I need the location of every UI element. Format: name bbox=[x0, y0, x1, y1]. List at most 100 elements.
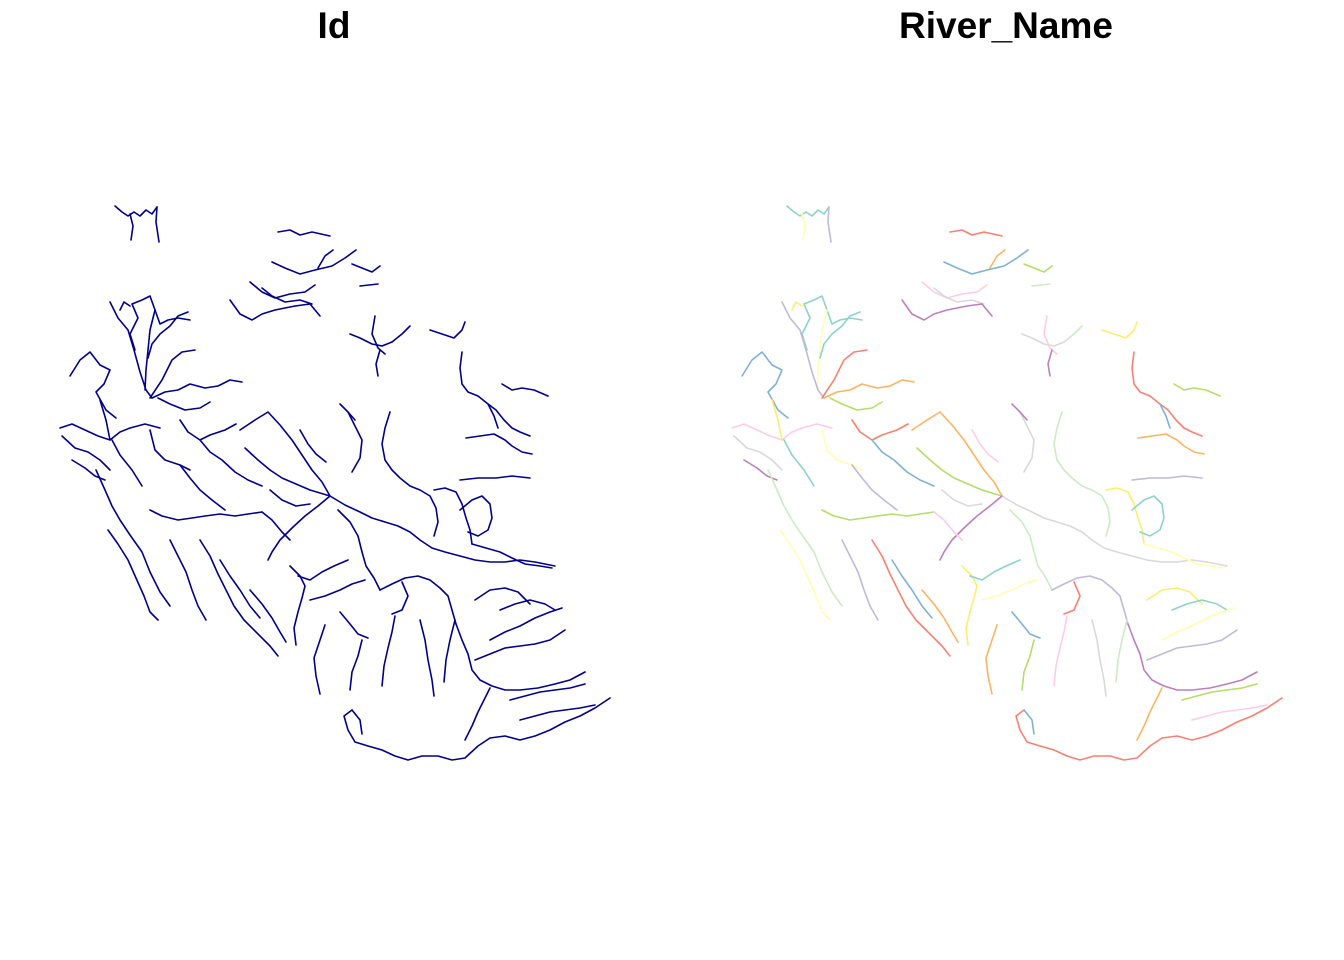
id-river-line bbox=[380, 576, 456, 624]
river-name-river-line bbox=[944, 250, 1028, 274]
id-river-line bbox=[70, 352, 116, 418]
map-panel-river-name: River_Name bbox=[672, 0, 1344, 960]
river-name-river-line bbox=[1032, 284, 1050, 286]
id-river-line bbox=[112, 440, 142, 486]
river-name-river-line bbox=[934, 512, 962, 540]
id-river-line bbox=[262, 512, 290, 540]
id-river-line bbox=[348, 412, 362, 472]
river-name-river-line bbox=[1174, 384, 1220, 396]
id-river-line bbox=[392, 582, 408, 614]
river-name-river-line bbox=[1010, 510, 1052, 590]
river-network-map-id bbox=[0, 0, 672, 960]
river-name-river-line bbox=[982, 580, 1037, 600]
id-river-line bbox=[382, 616, 395, 686]
river-name-river-line bbox=[742, 352, 788, 418]
river-name-river-line bbox=[1144, 544, 1224, 568]
river-name-river-line bbox=[1106, 488, 1144, 544]
river-name-river-line bbox=[802, 214, 805, 240]
id-river-line bbox=[156, 207, 159, 242]
river-name-river-line bbox=[1147, 630, 1237, 660]
id-river-line bbox=[62, 436, 110, 470]
id-river-line bbox=[434, 488, 472, 544]
id-river-line bbox=[472, 544, 552, 568]
river-name-river-line bbox=[1016, 698, 1282, 760]
id-river-line bbox=[314, 625, 325, 694]
river-name-river-line bbox=[734, 436, 782, 470]
river-name-river-line bbox=[828, 207, 831, 242]
id-river-line bbox=[460, 352, 530, 436]
river-name-river-line bbox=[1162, 608, 1234, 640]
id-river-line bbox=[272, 250, 356, 274]
id-river-line bbox=[180, 420, 236, 440]
id-river-line bbox=[344, 698, 610, 760]
river-name-river-line bbox=[1116, 620, 1127, 682]
river-name-river-line bbox=[1024, 264, 1052, 272]
id-river-line bbox=[340, 612, 368, 638]
river-name-river-line bbox=[1054, 616, 1067, 686]
id-river-line bbox=[376, 350, 380, 376]
id-river-line bbox=[100, 400, 110, 440]
id-river-line bbox=[130, 214, 133, 240]
river-name-river-line bbox=[872, 540, 950, 656]
id-river-line bbox=[338, 510, 380, 590]
id-river-line bbox=[158, 398, 210, 410]
river-name-river-line bbox=[768, 470, 842, 606]
river-name-river-line bbox=[922, 282, 987, 298]
id-river-line bbox=[420, 620, 434, 696]
id-river-line bbox=[392, 326, 410, 342]
river-name-river-line bbox=[986, 625, 997, 694]
id-river-line bbox=[444, 620, 455, 682]
river-name-river-line bbox=[1020, 412, 1034, 472]
river-name-river-line bbox=[1054, 412, 1110, 536]
id-river-line bbox=[310, 580, 365, 600]
river-name-river-line bbox=[822, 430, 862, 470]
river-name-river-line bbox=[1132, 476, 1202, 480]
river-name-river-line bbox=[842, 540, 878, 620]
river-name-river-line bbox=[824, 380, 914, 398]
id-river-line bbox=[350, 640, 362, 690]
id-river-line bbox=[250, 590, 286, 642]
river-name-river-line bbox=[830, 398, 882, 410]
id-river-line bbox=[352, 264, 380, 272]
river-name-river-line bbox=[942, 490, 982, 506]
id-river-line bbox=[520, 705, 595, 720]
river-name-river-line bbox=[780, 530, 830, 620]
id-river-line bbox=[502, 384, 548, 396]
id-river-line bbox=[318, 250, 333, 268]
river-name-river-line bbox=[1137, 688, 1162, 740]
id-river-line bbox=[382, 412, 438, 536]
id-river-line bbox=[200, 540, 278, 656]
river-name-river-line bbox=[872, 440, 934, 486]
id-river-line bbox=[120, 302, 130, 310]
id-river-line bbox=[372, 316, 385, 354]
id-river-line bbox=[490, 608, 562, 640]
river-name-river-line bbox=[1192, 705, 1267, 720]
river-name-river-line bbox=[822, 510, 934, 520]
river-name-river-line bbox=[1012, 404, 1027, 420]
river-name-river-line bbox=[852, 465, 897, 510]
river-name-river-line bbox=[1138, 434, 1204, 454]
id-river-line bbox=[150, 510, 262, 520]
id-river-line bbox=[270, 490, 310, 506]
river-name-river-line bbox=[1132, 352, 1202, 436]
river-name-river-line bbox=[787, 206, 829, 216]
river-name-river-line bbox=[990, 250, 1005, 268]
id-river-line bbox=[170, 540, 206, 620]
id-river-line bbox=[180, 465, 225, 510]
river-name-river-line bbox=[1024, 710, 1034, 734]
river-name-river-line bbox=[1052, 576, 1128, 624]
river-name-river-line bbox=[1102, 322, 1137, 338]
id-river-line bbox=[475, 630, 565, 660]
river-network-map-river-name bbox=[672, 0, 1344, 960]
river-name-river-line bbox=[1022, 640, 1034, 690]
id-river-line bbox=[340, 404, 355, 420]
id-river-line bbox=[200, 440, 262, 486]
id-river-line bbox=[152, 380, 242, 398]
river-name-river-line bbox=[1128, 624, 1257, 690]
id-river-line bbox=[108, 530, 158, 620]
id-river-line bbox=[460, 476, 530, 480]
river-name-river-line bbox=[784, 440, 814, 486]
river-name-river-line bbox=[950, 230, 1002, 236]
river-name-river-line bbox=[1044, 316, 1057, 354]
id-river-line bbox=[150, 430, 190, 470]
